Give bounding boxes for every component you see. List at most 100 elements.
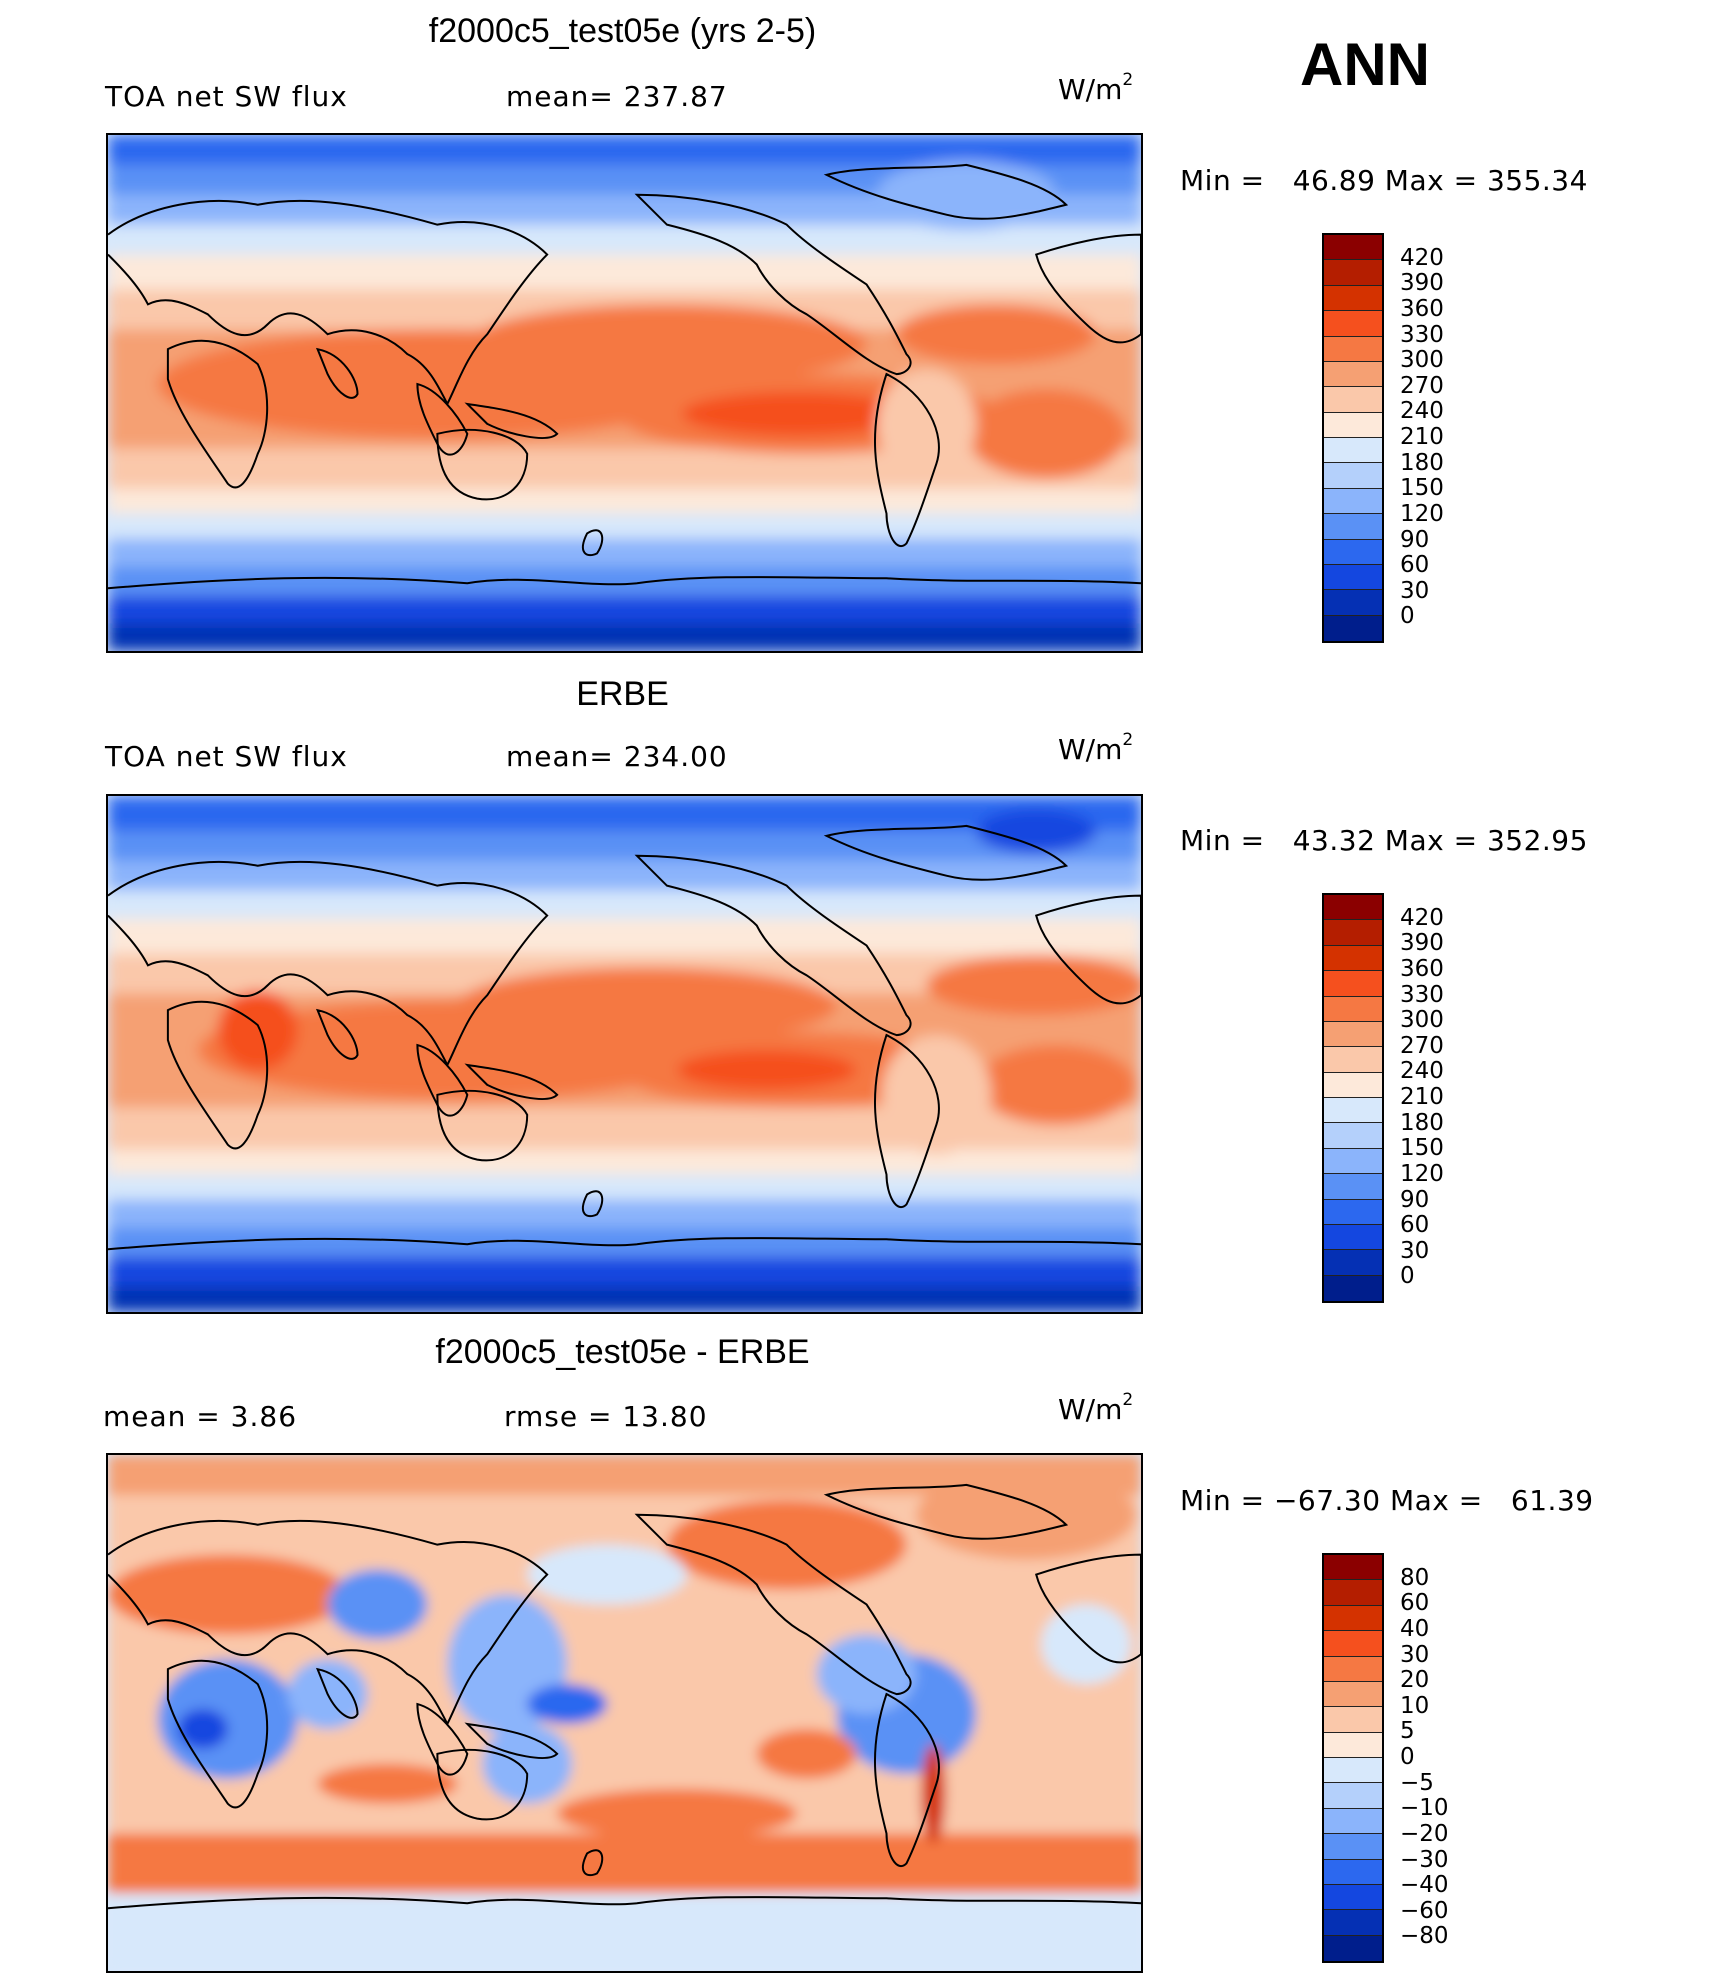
colorbar-swatch (1324, 1555, 1382, 1581)
colorbar-tick-label: 30 (1400, 1237, 1430, 1264)
panel3-colorbar-labels: 80 60 40 30 20 10 5 0 −5 −10 −20 −30 −40 −60 −80 (1400, 1553, 1520, 1963)
colorbar-tick-label: 360 (1400, 295, 1444, 322)
colorbar-swatch (1324, 895, 1382, 921)
colorbar-tick-label: 120 (1400, 1160, 1444, 1187)
colorbar-swatch (1324, 438, 1382, 464)
panel2-title: ERBE (576, 675, 669, 713)
colorbar-swatch (1324, 615, 1382, 641)
panel1-map (106, 133, 1143, 653)
panel2-minmax: Min = 43.32 Max = 352.95 (1180, 824, 1588, 857)
panel2-map (106, 794, 1143, 1314)
panel3-mean-label: mean = 3.86 (103, 1400, 298, 1433)
panel3-minmax: Min = −67.30 Max = 61.39 (1180, 1484, 1594, 1517)
colorbar-swatch (1324, 412, 1382, 438)
colorbar-swatch (1324, 285, 1382, 312)
panel1-title: f2000c5_test05e (yrs 2-5) (428, 12, 817, 50)
colorbar-tick-label: 60 (1400, 552, 1430, 579)
colorbar-tick-label: 330 (1400, 981, 1444, 1008)
panel2-variable-label: TOA net SW flux (105, 740, 348, 773)
colorbar-tick-label: 40 (1400, 1615, 1430, 1642)
colorbar-swatch (1324, 1021, 1382, 1048)
panel3-coastlines (108, 1483, 1141, 1910)
colorbar-tick-label: 300 (1400, 1007, 1444, 1034)
colorbar-swatch (1324, 1910, 1382, 1936)
colorbar-swatch (1324, 1707, 1382, 1733)
panel1-mean-label: mean= 237.87 (506, 80, 728, 113)
colorbar-swatch (1324, 1275, 1382, 1301)
colorbar-tick-label: 270 (1400, 372, 1444, 399)
colorbar-tick-label: 30 (1400, 577, 1430, 604)
panel3-title: f2000c5_test05e - ERBE (435, 1333, 810, 1371)
colorbar-tick-label: 20 (1400, 1667, 1430, 1694)
panel2-units: W/m2 (1058, 730, 1134, 766)
colorbar-swatch (1324, 260, 1382, 286)
colorbar-tick-label: −20 (1400, 1820, 1449, 1847)
colorbar-tick-label: −30 (1400, 1846, 1449, 1873)
colorbar-tick-label: 360 (1400, 955, 1444, 982)
colorbar-swatch (1324, 1681, 1382, 1708)
colorbar-swatch (1324, 336, 1382, 362)
panel3-units: W/m2 (1058, 1390, 1134, 1426)
colorbar-tick-label: 210 (1400, 424, 1444, 450)
colorbar-swatch (1324, 1072, 1382, 1098)
colorbar-tick-label: 300 (1400, 347, 1444, 374)
panel1-variable-label: TOA net SW flux (105, 80, 348, 113)
colorbar-swatch (1324, 590, 1382, 616)
colorbar-tick-label: 150 (1400, 475, 1444, 502)
colorbar-tick-label: 390 (1400, 270, 1444, 297)
colorbar-tick-label: 180 (1400, 449, 1444, 476)
colorbar-tick-label: 420 (1400, 244, 1444, 271)
colorbar-swatch (1324, 539, 1382, 565)
colorbar-swatch (1324, 1758, 1382, 1784)
colorbar-tick-label: −80 (1400, 1923, 1449, 1950)
panel1-colorbar-labels: 420 390 360 330 300 270 240 210 180 150 120 90 60 30 0 (1400, 233, 1520, 643)
colorbar-tick-label: −40 (1400, 1872, 1449, 1899)
colorbar-tick-label: 30 (1400, 1641, 1430, 1668)
colorbar-swatch (1324, 1174, 1382, 1200)
colorbar-swatch (1324, 514, 1382, 540)
colorbar-tick-label: 10 (1400, 1692, 1430, 1719)
colorbar-swatch (1324, 463, 1382, 489)
colorbar-swatch (1324, 1808, 1382, 1835)
panel3-map (106, 1453, 1143, 1973)
colorbar-swatch (1324, 1224, 1382, 1251)
panel3-rmse-label: rmse = 13.80 (504, 1400, 708, 1433)
colorbar-swatch (1324, 971, 1382, 997)
colorbar-swatch (1324, 1098, 1382, 1124)
colorbar-swatch (1324, 1631, 1382, 1657)
colorbar-swatch (1324, 1884, 1382, 1911)
colorbar-swatch (1324, 1580, 1382, 1606)
panel1-minmax: Min = 46.89 Max = 355.34 (1180, 164, 1588, 197)
panel1-colorbar (1322, 233, 1384, 643)
panel2-field-plot (108, 796, 1141, 1312)
colorbar-swatch (1324, 1047, 1382, 1073)
colorbar-tick-label: −5 (1400, 1769, 1434, 1796)
colorbar-swatch (1324, 1834, 1382, 1860)
colorbar-tick-label: 0 (1400, 603, 1415, 630)
colorbar-tick-label: 120 (1400, 500, 1444, 527)
colorbar-tick-label: 270 (1400, 1032, 1444, 1059)
colorbar-tick-label: 0 (1400, 1263, 1415, 1290)
colorbar-tick-label: 240 (1400, 398, 1444, 425)
colorbar-tick-label: 180 (1400, 1109, 1444, 1136)
colorbar-swatch (1324, 996, 1382, 1022)
colorbar-swatch (1324, 387, 1382, 413)
colorbar-swatch (1324, 945, 1382, 972)
colorbar-tick-label: 210 (1400, 1084, 1444, 1110)
colorbar-swatch (1324, 311, 1382, 337)
colorbar-tick-label: 80 (1400, 1564, 1430, 1591)
panel1-units: W/m2 (1058, 70, 1134, 106)
colorbar-tick-label: 90 (1400, 526, 1430, 553)
colorbar-swatch (1324, 1935, 1382, 1961)
colorbar-tick-label: 90 (1400, 1186, 1430, 1213)
panel2-coastlines (108, 824, 1141, 1251)
colorbar-swatch (1324, 235, 1382, 261)
panel1-field-plot (108, 135, 1141, 651)
colorbar-swatch (1324, 361, 1382, 388)
colorbar-swatch (1324, 1783, 1382, 1809)
colorbar-swatch (1324, 488, 1382, 515)
panel2-colorbar (1322, 893, 1384, 1303)
colorbar-swatch (1324, 1732, 1382, 1758)
panel2-mean-label: mean= 234.00 (506, 740, 728, 773)
colorbar-tick-label: 420 (1400, 904, 1444, 931)
